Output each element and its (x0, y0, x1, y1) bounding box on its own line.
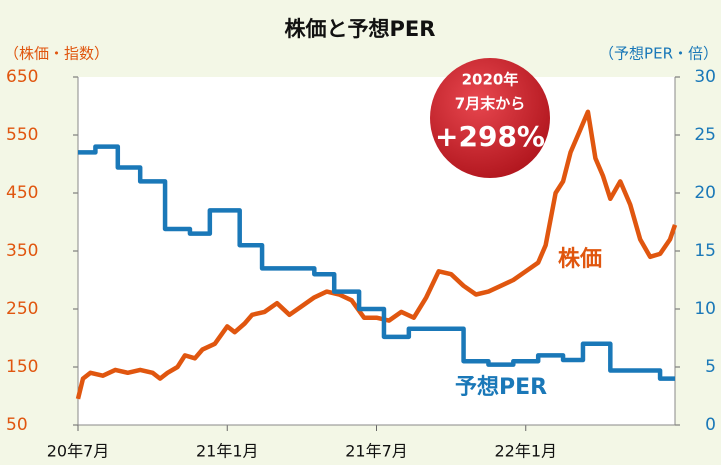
series-line (78, 144, 675, 381)
y2-tick-label: 15 (694, 241, 716, 261)
y2-tick-label: 25 (694, 125, 716, 145)
annotation-value: +298% (435, 120, 545, 153)
y-tick-label: 450 (6, 183, 38, 203)
y-axis-title: （株価・指数） (4, 45, 109, 63)
x-tick-label: 20年7月 (47, 442, 110, 461)
series-label: 株価 (558, 247, 602, 272)
x-tick-label: 21年1月 (196, 442, 259, 461)
y2-tick-label: 20 (694, 183, 716, 203)
y-tick-label: 150 (6, 357, 38, 377)
y2-tick-label: 10 (694, 299, 716, 319)
y-tick-label: 250 (6, 299, 38, 319)
y-tick-label: 50 (6, 415, 28, 435)
y-tick-label: 550 (6, 125, 38, 145)
x-tick-label: 22年1月 (494, 442, 557, 461)
y2-tick-label: 5 (705, 357, 716, 377)
series-label: 予想PER (455, 375, 547, 400)
y2-tick-label: 0 (705, 415, 716, 435)
x-tick-label: 21年7月 (345, 442, 408, 461)
y-tick-label: 650 (6, 67, 38, 87)
annotation-line: 7月末から (455, 95, 525, 113)
chart-title: 株価と予想PER (285, 17, 436, 41)
annotation-badge (430, 58, 550, 178)
y2-tick-label: 30 (694, 67, 716, 87)
y-tick-label: 350 (6, 241, 38, 261)
annotation-line: 2020年 (462, 71, 519, 89)
y2-axis-title: （予想PER・倍） (599, 45, 718, 63)
